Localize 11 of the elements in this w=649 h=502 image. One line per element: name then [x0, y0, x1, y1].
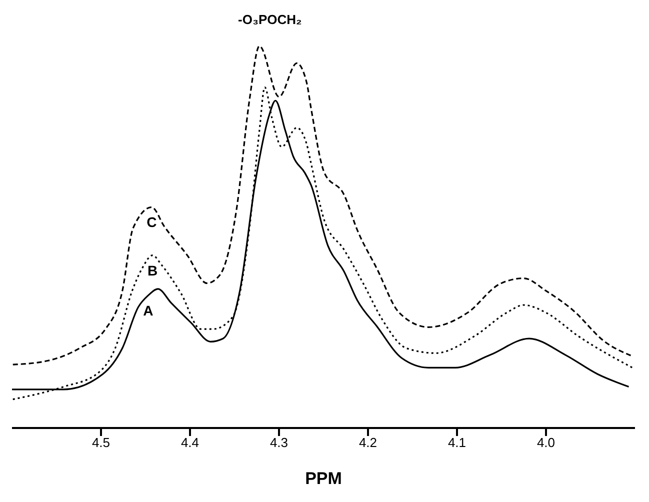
x-tick-label: 4.3: [270, 435, 288, 450]
x-tick-label: 4.0: [536, 435, 556, 450]
x-tick-label: 4.4: [180, 435, 200, 450]
series-label: C: [146, 214, 157, 230]
x-tick-label: 4.1: [448, 435, 466, 450]
x-tick-label: 4.2: [358, 435, 378, 450]
x-axis-title: PPM: [305, 469, 342, 488]
chart-title: -O₃POCH₂: [238, 12, 302, 27]
series-label: B: [148, 262, 158, 278]
x-tick-label: 4.5: [92, 435, 110, 450]
series-label: A: [143, 302, 154, 318]
